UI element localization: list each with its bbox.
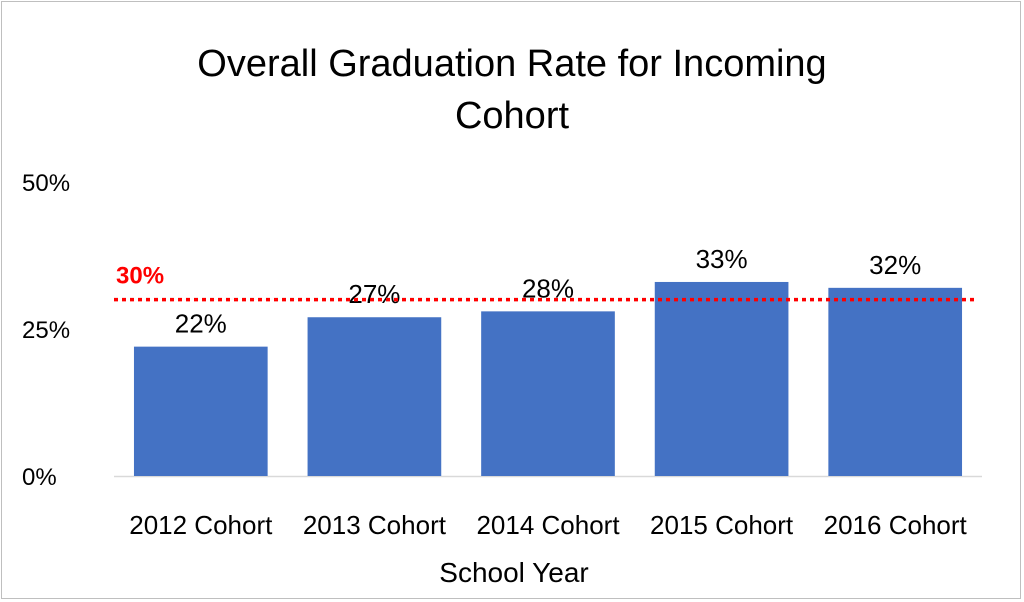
bar-data-label: 22% [175, 309, 227, 339]
bar [133, 346, 268, 476]
y-tick-label: 50% [22, 170, 70, 197]
x-axis-title: School Year [439, 557, 588, 588]
x-tick-label: 2014 Cohort [476, 510, 620, 540]
x-tick-label: 2016 Cohort [824, 510, 968, 540]
chart-title: Overall Graduation Rate for Incoming Coh… [62, 38, 962, 142]
bar [828, 287, 963, 476]
chart-title-line-1: Overall Graduation Rate for Incoming [197, 43, 827, 85]
chart-title-line-2: Cohort [454, 95, 570, 137]
x-tick-label: 2015 Cohort [650, 510, 794, 540]
bar [481, 311, 615, 476]
x-tick-label: 2013 Cohort [303, 510, 447, 540]
bar-data-label: 32% [869, 250, 921, 280]
bar [654, 281, 789, 476]
bar [307, 317, 442, 476]
bar-data-label: 27% [348, 279, 400, 309]
x-tick-label: 2012 Cohort [129, 510, 273, 540]
bar-data-label: 33% [696, 244, 748, 274]
y-tick-label: 25% [22, 317, 70, 344]
y-tick-label: 0% [22, 464, 57, 491]
reference-line-label: 30% [116, 263, 164, 290]
